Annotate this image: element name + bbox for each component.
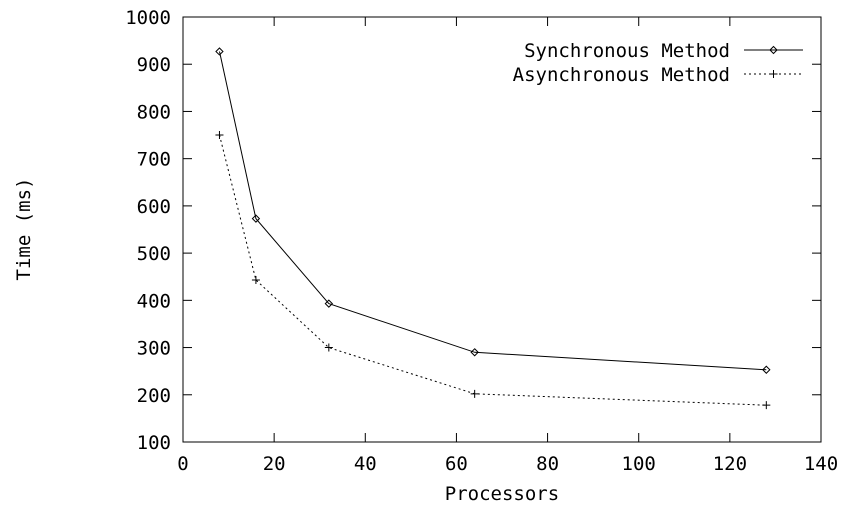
x-tick-label: 140 [804,453,838,475]
data-point-asynchronous [762,401,771,410]
y-tick-label: 300 [137,338,171,360]
x-axis-label: Processors [445,483,559,505]
y-axis-label: Time (ms) [13,178,35,281]
x-axis: 0 20 40 60 80 100 120 140 [177,17,838,475]
legend-label-synchronous: Synchronous Method [524,40,730,62]
data-point-synchronous [251,214,261,223]
x-tick-label: 100 [622,453,656,475]
y-tick-label: 700 [137,149,171,171]
data-point-synchronous [762,365,771,374]
data-point-synchronous [470,348,479,357]
legend-label-asynchronous: Asynchronous Method [513,64,730,86]
y-tick-label: 100 [137,432,171,454]
data-point-asynchronous [215,131,224,140]
plot-frame [182,16,822,443]
x-tick-label: 120 [713,453,747,475]
x-tick-label: 20 [263,453,286,475]
y-tick-label: 1000 [125,7,171,29]
data-point-asynchronous [470,389,479,398]
y-tick-label: 800 [137,101,171,123]
legend: Synchronous Method Asynchronous Method [513,40,803,86]
data-point-synchronous [215,47,224,56]
y-tick-label: 500 [137,243,171,265]
legend-marker-synchronous [769,45,778,55]
y-tick-label: 400 [137,290,171,312]
x-tick-label: 80 [536,453,559,475]
y-tick-label: 200 [137,385,171,407]
x-tick-label: 60 [445,453,468,475]
y-tick-label: 600 [137,196,171,218]
series-layer [215,47,771,410]
plot-area-border [182,16,822,443]
y-tick-label: 900 [137,54,171,76]
x-tick-label: 0 [177,453,188,475]
data-point-asynchronous [324,343,333,352]
data-point-asynchronous [251,276,260,285]
data-point-synchronous [324,299,334,308]
x-tick-label: 40 [354,453,377,475]
y-axis: 100 200 300 400 500 600 700 800 900 1000 [125,7,821,454]
legend-marker-asynchronous [769,70,778,78]
series-line-synchronous [219,51,767,371]
